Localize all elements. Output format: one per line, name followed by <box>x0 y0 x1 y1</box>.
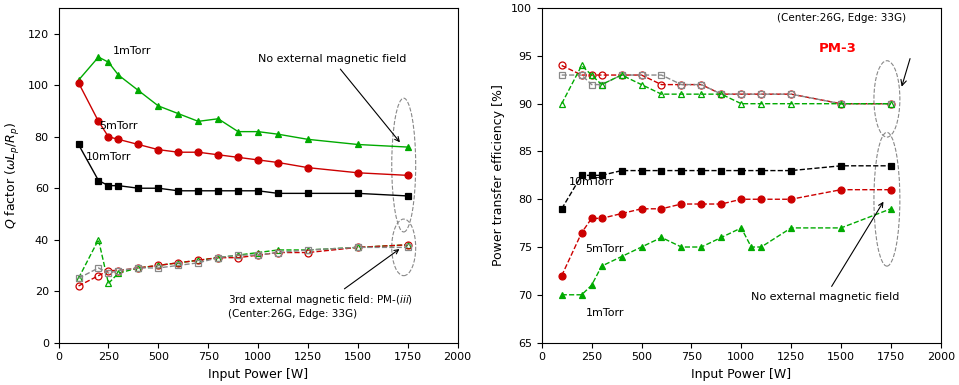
Text: 3rd external magnetic field: PM-($\it{iii}$)
(Center:26G, Edge: 33G): 3rd external magnetic field: PM-($\it{ii… <box>228 250 413 319</box>
Text: No external magnetic field: No external magnetic field <box>258 54 407 141</box>
Text: 5mTorr: 5mTorr <box>100 121 138 131</box>
X-axis label: Input Power [W]: Input Power [W] <box>208 368 308 381</box>
Text: 10mTorr: 10mTorr <box>569 177 614 187</box>
Text: 5mTorr: 5mTorr <box>586 244 624 254</box>
Text: 10mTorr: 10mTorr <box>85 152 131 162</box>
Text: PM-3: PM-3 <box>819 42 857 55</box>
Text: No external magnetic field: No external magnetic field <box>751 203 900 301</box>
X-axis label: Input Power [W]: Input Power [W] <box>691 368 791 381</box>
Y-axis label: Power transfer efficiency [%]: Power transfer efficiency [%] <box>493 84 505 266</box>
Text: 1mTorr: 1mTorr <box>586 308 624 318</box>
Text: (Center:26G, Edge: 33G): (Center:26G, Edge: 33G) <box>777 13 906 23</box>
Y-axis label: $Q$ factor ($\omega L_p$/$R_p$): $Q$ factor ($\omega L_p$/$R_p$) <box>4 122 22 229</box>
Text: 1mTorr: 1mTorr <box>112 47 151 57</box>
